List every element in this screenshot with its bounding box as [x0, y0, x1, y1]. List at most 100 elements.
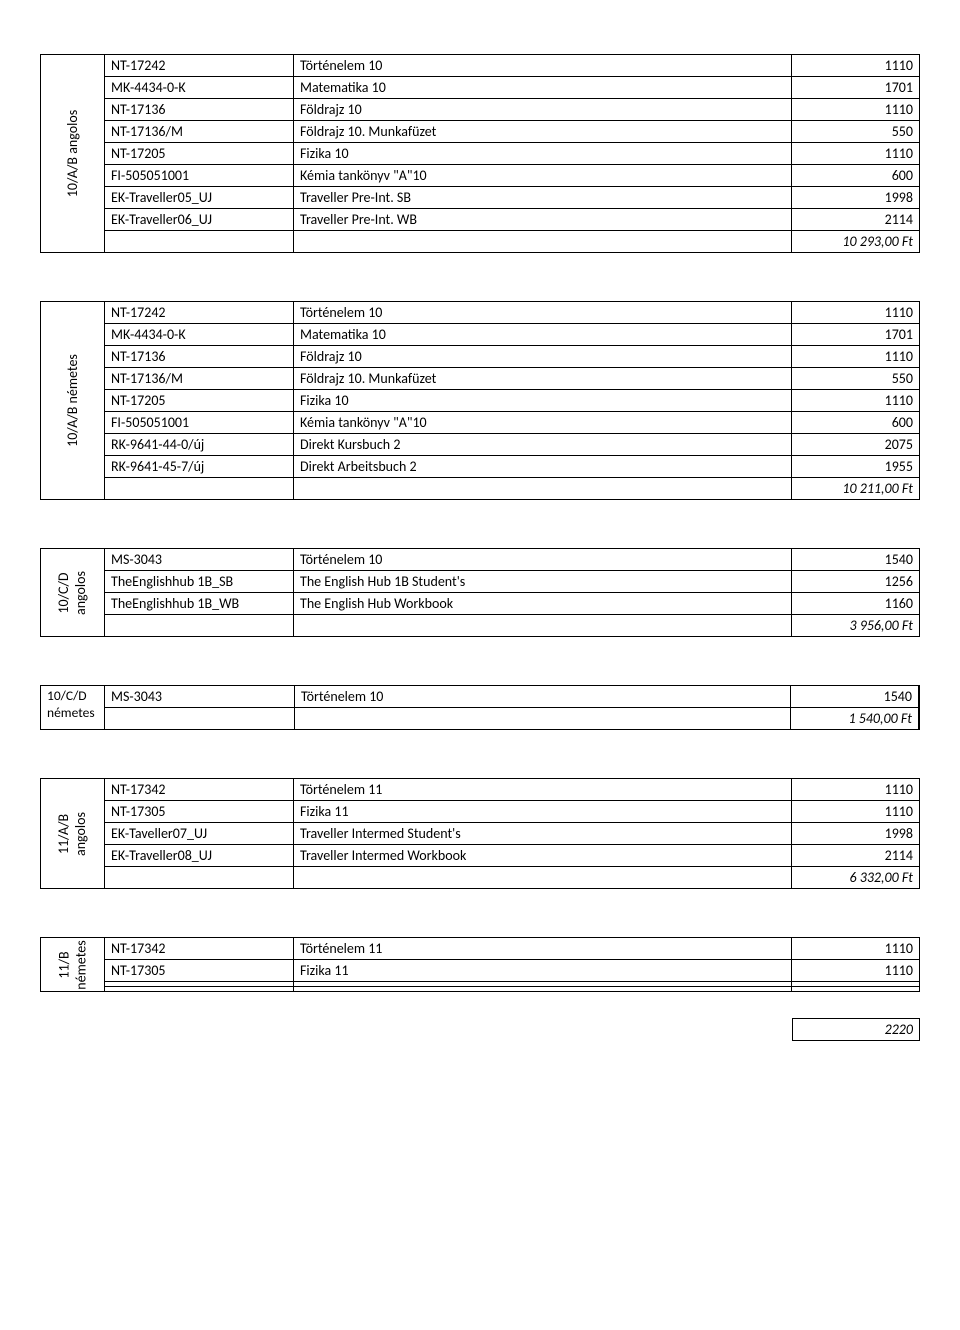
- document: 10/A/B angolosNT-17242Történelem 101110M…: [40, 54, 920, 1041]
- table-group: 10/A/B németesNT-17242Történelem 101110M…: [40, 301, 920, 500]
- code-cell: EK-Taveller07_UJ: [104, 823, 294, 844]
- title-cell: Fizika 10: [294, 143, 792, 164]
- empty-cell: [104, 478, 294, 499]
- empty-cell: [104, 615, 294, 636]
- table-row: NT-17342Történelem 111110: [104, 779, 920, 801]
- title-cell: Kémia tankönyv "A"10: [294, 412, 792, 433]
- total-row: 3 956,00 Ft: [104, 615, 920, 637]
- price-cell: 2075: [792, 434, 920, 455]
- title-cell: Fizika 11: [294, 801, 792, 822]
- group-label: 10/C/Dangolos: [40, 548, 104, 637]
- title-cell: Történelem 11: [294, 779, 792, 800]
- table-row: NT-17136/MFöldrajz 10. Munkafüzet550: [104, 121, 920, 143]
- code-cell: NT-17342: [104, 938, 294, 959]
- price-cell: 1110: [792, 55, 920, 76]
- table-group: 11/A/BangolosNT-17342Történelem 111110NT…: [40, 778, 920, 889]
- title-cell: Földrajz 10: [294, 346, 792, 367]
- code-cell: [104, 987, 294, 991]
- code-cell: RK-9641-45-7/új: [104, 456, 294, 477]
- price-cell: 1110: [792, 938, 920, 959]
- price-cell: 1701: [792, 77, 920, 98]
- total-row: 6 332,00 Ft: [104, 867, 920, 889]
- price-cell: 1110: [792, 779, 920, 800]
- group-label: 10/C/Dnémetes: [41, 686, 105, 729]
- table-row: EK-Taveller07_UJTraveller Intermed Stude…: [104, 823, 920, 845]
- code-cell: TheEnglishhub 1B_SB: [104, 571, 294, 592]
- table-row: NT-17242Történelem 101110: [104, 55, 920, 77]
- code-cell: FI-505051001: [104, 412, 294, 433]
- table-group: 11/BnémetesNT-17342Történelem 111110NT-1…: [40, 937, 920, 992]
- code-cell: MK-4434-0-K: [104, 77, 294, 98]
- total-row: 10 211,00 Ft: [104, 478, 920, 500]
- title-cell: Direkt Arbeitsbuch 2: [294, 456, 792, 477]
- price-cell: 1110: [792, 390, 920, 411]
- title-cell: The English Hub 1B Student's: [294, 571, 792, 592]
- price-cell: [792, 987, 920, 991]
- title-cell: [294, 982, 792, 986]
- detached-total: 2220: [40, 1018, 920, 1041]
- price-cell: 2114: [792, 209, 920, 230]
- empty-cell: [294, 478, 792, 499]
- table-row: FI-505051001Kémia tankönyv "A"10600: [104, 412, 920, 434]
- title-cell: Földrajz 10. Munkafüzet: [294, 121, 792, 142]
- title-cell: Kémia tankönyv "A"10: [294, 165, 792, 186]
- price-cell: 1110: [792, 302, 920, 323]
- total-cell: 1 540,00 Ft: [791, 708, 919, 729]
- table-row: EK-Traveller08_UJTraveller Intermed Work…: [104, 845, 920, 867]
- table-row: TheEnglishhub 1B_SBThe English Hub 1B St…: [104, 571, 920, 593]
- code-cell: NT-17242: [104, 55, 294, 76]
- group-label: 11/A/Bangolos: [40, 778, 104, 889]
- code-cell: NT-17305: [104, 960, 294, 981]
- empty-cell: [295, 708, 791, 729]
- table-row: NT-17136Földrajz 101110: [104, 99, 920, 121]
- empty-cell: [104, 231, 294, 252]
- table-row: MS-3043Történelem 101540: [105, 686, 919, 708]
- title-cell: The English Hub Workbook: [294, 593, 792, 614]
- empty-cell: [294, 231, 792, 252]
- table-row: MK-4434-0-KMatematika 101701: [104, 77, 920, 99]
- code-cell: NT-17242: [104, 302, 294, 323]
- title-cell: Traveller Intermed Workbook: [294, 845, 792, 866]
- code-cell: NT-17136: [104, 99, 294, 120]
- title-cell: Matematika 10: [294, 77, 792, 98]
- price-cell: 1256: [792, 571, 920, 592]
- title-cell: Traveller Pre-Int. SB: [294, 187, 792, 208]
- empty-cell: [105, 708, 295, 729]
- total-cell: 2220: [792, 1018, 920, 1041]
- table-row: NT-17136Földrajz 101110: [104, 346, 920, 368]
- table-row: EK-Traveller05_UJTraveller Pre-Int. SB19…: [104, 187, 920, 209]
- group-label: 10/A/B németes: [40, 301, 104, 500]
- total-cell: 10 211,00 Ft: [792, 478, 920, 499]
- empty-cell: [294, 615, 792, 636]
- price-cell: 1998: [792, 823, 920, 844]
- code-cell: RK-9641-44-0/új: [104, 434, 294, 455]
- code-cell: EK-Traveller08_UJ: [104, 845, 294, 866]
- title-cell: Traveller Pre-Int. WB: [294, 209, 792, 230]
- empty-cell: [104, 867, 294, 888]
- table-group: 10/C/DnémetesMS-3043Történelem 1015401 5…: [40, 685, 920, 730]
- title-cell: Történelem 10: [294, 549, 792, 570]
- price-cell: 550: [792, 368, 920, 389]
- price-cell: 1110: [792, 801, 920, 822]
- price-cell: 1540: [791, 686, 919, 707]
- total-cell: 10 293,00 Ft: [792, 231, 920, 252]
- code-cell: NT-17136/M: [104, 368, 294, 389]
- total-row: 1 540,00 Ft: [105, 708, 919, 729]
- code-cell: EK-Traveller06_UJ: [104, 209, 294, 230]
- price-cell: 1540: [792, 549, 920, 570]
- title-cell: [294, 987, 792, 991]
- code-cell: NT-17205: [104, 143, 294, 164]
- table-group: 10/A/B angolosNT-17242Történelem 101110M…: [40, 54, 920, 253]
- table-row: TheEnglishhub 1B_WBThe English Hub Workb…: [104, 593, 920, 615]
- table-row: NT-17205Fizika 101110: [104, 143, 920, 165]
- code-cell: TheEnglishhub 1B_WB: [104, 593, 294, 614]
- table-row: MS-3043Történelem 101540: [104, 549, 920, 571]
- code-cell: NT-17342: [104, 779, 294, 800]
- price-cell: 600: [792, 412, 920, 433]
- title-cell: Fizika 10: [294, 390, 792, 411]
- price-cell: 1110: [792, 960, 920, 981]
- price-cell: 1110: [792, 143, 920, 164]
- title-cell: Történelem 11: [294, 938, 792, 959]
- table-row: NT-17305Fizika 111110: [104, 801, 920, 823]
- price-cell: 1955: [792, 456, 920, 477]
